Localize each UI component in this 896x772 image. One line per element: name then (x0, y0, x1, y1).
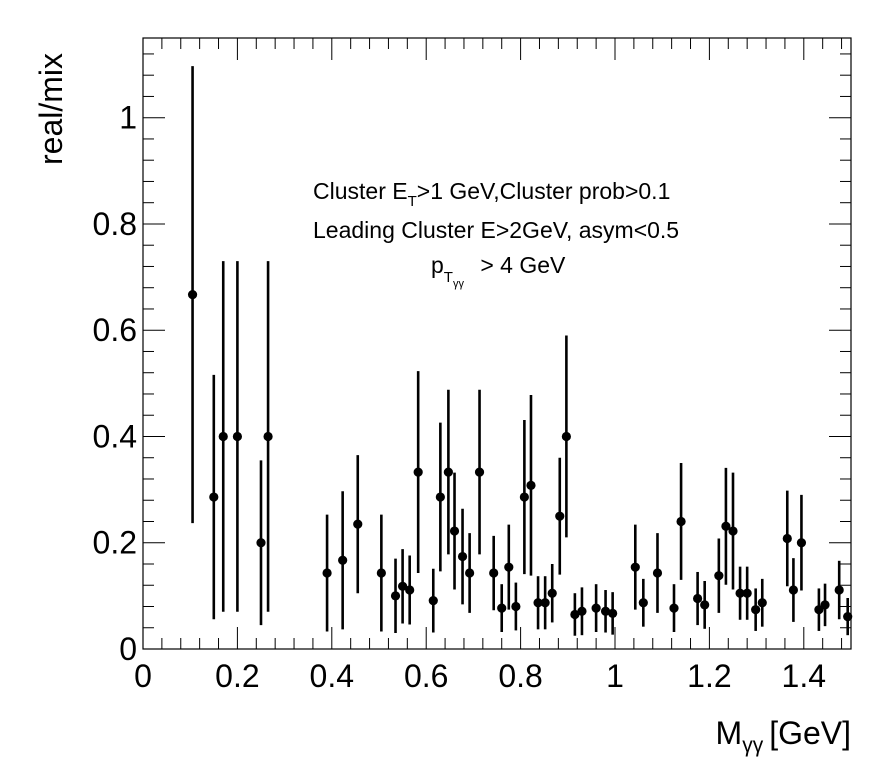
data-point (757, 598, 767, 608)
data-point (376, 568, 386, 578)
data-point (435, 492, 445, 502)
data-point (465, 568, 475, 578)
y-tick-label: 0.2 (93, 525, 137, 561)
data-point (742, 588, 752, 598)
data-point (504, 562, 514, 572)
data-point (405, 585, 415, 595)
data-point (390, 591, 401, 601)
x-axis-title-unit: [GeV] (769, 715, 851, 751)
y-axis-title: real/mix (33, 53, 69, 165)
data-point (474, 467, 485, 477)
x-tick-label: 0.6 (404, 658, 448, 694)
data-point (751, 605, 761, 615)
x-axis-title-sub: γγ (742, 734, 764, 757)
y-tick-label: 0.8 (93, 206, 137, 242)
data-point (788, 585, 799, 595)
data-point (652, 568, 663, 578)
data-point (256, 538, 266, 548)
y-tick-label: 0.4 (93, 418, 137, 454)
y-tick-label: 1 (119, 100, 137, 136)
data-point (413, 467, 423, 477)
data-point (457, 551, 468, 562)
data-point (449, 526, 460, 536)
data-point (796, 538, 807, 548)
x-axis-title: Mγγ [GeV] (716, 715, 851, 757)
data-point (834, 585, 844, 595)
data-point (489, 568, 499, 578)
data-point (428, 596, 438, 606)
annotation-line1: Cluster ET>1 GeV,Cluster prob>0.1 (313, 178, 670, 210)
data-point (338, 555, 348, 565)
data-point (600, 606, 611, 616)
x-tick-label: 1 (606, 658, 624, 694)
tick-labels: 0 0.2 0.4 0.6 0.8 1 1.2 1.4 0 0.2 0.4 0.6 0.8 1 (93, 100, 827, 694)
data-points (187, 290, 853, 622)
data-point (728, 526, 738, 536)
data-point (591, 603, 601, 613)
data-point (714, 571, 724, 581)
data-point (232, 431, 242, 442)
data-point (570, 609, 580, 620)
annotation-line3: pTγγ > 4 GeV (431, 252, 566, 290)
data-point (555, 511, 565, 521)
data-point (608, 608, 618, 619)
annotation-line2: Leading Cluster E>2GeV, asym<0.5 (313, 217, 679, 243)
axis-ticks (142, 38, 851, 650)
data-point (519, 492, 529, 502)
x-axis-title-main: M (716, 715, 743, 751)
data-point (526, 480, 536, 490)
data-point (533, 598, 543, 608)
data-point (218, 431, 228, 442)
x-tick-label: 0.8 (498, 658, 542, 694)
data-point (540, 598, 550, 608)
x-tick-label: 1.4 (782, 658, 826, 694)
y-tick-label: 0 (119, 631, 137, 667)
x-tick-label: 0.4 (310, 658, 354, 694)
data-point (630, 562, 640, 572)
y-tick-label: 0.6 (93, 312, 137, 348)
data-point (353, 519, 363, 529)
data-point (561, 431, 571, 442)
data-point (638, 598, 648, 608)
data-point (511, 601, 521, 612)
error-bars (191, 66, 849, 636)
data-point (187, 290, 198, 300)
data-point (843, 611, 853, 622)
data-point (209, 492, 219, 502)
data-point (577, 606, 587, 616)
data-point (700, 600, 710, 610)
data-point (693, 593, 703, 604)
data-point (443, 467, 453, 477)
data-point (497, 603, 507, 613)
plot-frame (142, 37, 852, 650)
x-tick-label: 0.2 (215, 658, 259, 694)
data-point (676, 516, 686, 527)
data-point (782, 533, 792, 544)
data-point (735, 588, 745, 598)
data-point (820, 600, 830, 610)
x-tick-label: 1.2 (687, 658, 731, 694)
data-point (322, 568, 332, 578)
data-point (669, 603, 679, 613)
data-point (721, 521, 731, 531)
data-point (547, 588, 557, 598)
data-point (398, 581, 408, 591)
x-tick-label: 0 (134, 658, 152, 694)
data-point (263, 431, 273, 442)
